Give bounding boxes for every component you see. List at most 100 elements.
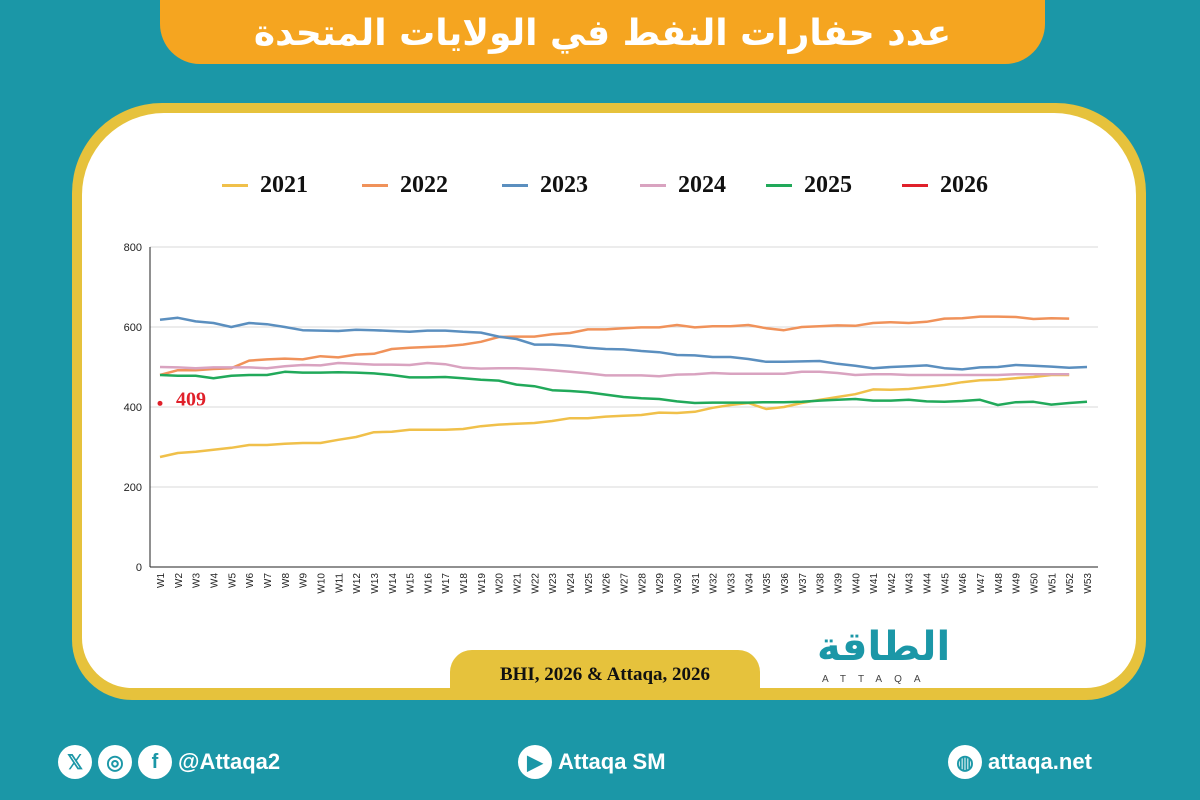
- x-tick-label: W22: [530, 573, 541, 594]
- series-line-2024: [159, 361, 1070, 378]
- website-label[interactable]: attaqa.net: [988, 749, 1092, 774]
- series-line-2021: [159, 373, 1070, 459]
- x-tick-label: W44: [923, 573, 934, 594]
- youtube-link: ▶ Attaqa SM: [518, 742, 666, 782]
- x-tick-label: W18: [459, 573, 470, 594]
- x-tick-label: W26: [602, 573, 613, 594]
- source-label: BHI, 2026 & Attaqa, 2026: [450, 650, 760, 700]
- x-tick-label: W25: [584, 573, 595, 594]
- x-tick-label: W33: [726, 573, 737, 594]
- logo-arabic: الطاقة: [817, 624, 951, 670]
- x-tick-label: W12: [352, 573, 363, 594]
- x-tick-label: W40: [851, 573, 862, 594]
- legend-item-2024: 2024: [640, 172, 726, 199]
- globe-icon[interactable]: ◍: [948, 745, 982, 779]
- chart-title: عدد حفارات النفط في الولايات المتحدة: [253, 13, 952, 54]
- legend-label: 2021: [260, 172, 308, 198]
- legend-item-2026: 2026: [902, 172, 988, 199]
- legend-item-2022: 2022: [362, 172, 448, 199]
- x-tick-label: W8: [281, 573, 292, 588]
- legend-item-2025: 2025: [766, 172, 852, 199]
- website-link: ◍ attaqa.net: [948, 742, 1092, 782]
- x-tick-label: W39: [833, 573, 844, 594]
- legend-label: 2025: [804, 172, 852, 198]
- legend-swatch: [502, 184, 528, 187]
- legend-swatch: [766, 184, 792, 187]
- x-tick-label: W19: [477, 573, 488, 594]
- legend-label: 2023: [540, 172, 588, 198]
- y-tick-label: 800: [124, 242, 142, 254]
- x-tick-label: W4: [209, 573, 220, 588]
- x-tick-label: W5: [227, 573, 238, 588]
- x-tick-label: W10: [316, 573, 327, 594]
- logo-latin: ATTAQA: [822, 674, 933, 685]
- x-tick-label: W53: [1083, 573, 1094, 594]
- facebook-icon[interactable]: f: [138, 745, 172, 779]
- x-tick-label: W46: [958, 573, 969, 594]
- x-tick-label: W16: [423, 573, 434, 594]
- legend-item-2023: 2023: [502, 172, 588, 199]
- social-links: 𝕏 ◎ f @Attaqa2: [58, 742, 280, 782]
- legend-label: 2022: [400, 172, 448, 198]
- x-tick-label: W24: [566, 573, 577, 594]
- y-tick-label: 200: [124, 482, 142, 494]
- youtube-label[interactable]: Attaqa SM: [558, 749, 666, 774]
- x-tick-label: W41: [869, 573, 880, 594]
- legend-swatch: [362, 184, 388, 187]
- x-tick-label: W14: [388, 573, 399, 594]
- x-tick-label: W47: [976, 573, 987, 594]
- legend-label: 2026: [940, 172, 988, 198]
- instagram-icon[interactable]: ◎: [98, 745, 132, 779]
- x-tick-label: W2: [174, 573, 185, 588]
- x-tick-label: W50: [1030, 573, 1041, 594]
- x-tick-label: W13: [370, 573, 381, 594]
- x-tick-label: W17: [441, 573, 452, 594]
- x-tick-label: W29: [655, 573, 666, 594]
- legend-label: 2024: [678, 172, 726, 198]
- x-tick-label: W48: [994, 573, 1005, 594]
- x-tick-label: W37: [798, 573, 809, 594]
- legend-swatch: [640, 184, 666, 187]
- x-tick-label: W11: [334, 573, 345, 593]
- data-label-2026: 409: [176, 388, 206, 410]
- x-tick-label: W21: [513, 573, 524, 594]
- y-tick-label: 400: [124, 402, 142, 414]
- x-tick-label: W43: [905, 573, 916, 594]
- x-tick-label: W52: [1065, 573, 1076, 594]
- series-line-2025: [159, 370, 1088, 407]
- youtube-icon[interactable]: ▶: [518, 745, 552, 779]
- x-tick-label: W9: [299, 573, 310, 588]
- x-tick-label: W7: [263, 573, 274, 588]
- x-tick-label: W31: [691, 573, 702, 594]
- x-tick-label: W34: [744, 573, 755, 594]
- x-tick-label: W3: [192, 573, 203, 588]
- legend-swatch: [222, 184, 248, 187]
- x-tick-label: W20: [495, 573, 506, 594]
- x-tick-label: W30: [673, 573, 684, 594]
- x-tick-label: W27: [620, 573, 631, 594]
- title-banner: عدد حفارات النفط في الولايات المتحدة: [160, 0, 1045, 64]
- x-tick-label: W23: [548, 573, 559, 594]
- y-tick-label: 600: [124, 322, 142, 334]
- x-tick-label: W1: [156, 573, 167, 588]
- legend-swatch: [902, 184, 928, 187]
- series-line-2022: [159, 315, 1070, 377]
- y-tick-label: 0: [136, 562, 142, 574]
- x-tick-label: W6: [245, 573, 256, 588]
- x-icon[interactable]: 𝕏: [58, 745, 92, 779]
- x-tick-label: W32: [709, 573, 720, 594]
- x-tick-label: W42: [887, 573, 898, 594]
- series-line-2023: [159, 316, 1088, 371]
- x-tick-label: W15: [406, 573, 417, 594]
- x-tick-label: W49: [1012, 573, 1023, 594]
- x-tick-label: W51: [1047, 573, 1058, 594]
- x-tick-label: W28: [637, 573, 648, 594]
- social-handle[interactable]: @Attaqa2: [178, 749, 281, 774]
- legend: 2021 2022 2023 2024 2025 2026: [0, 172, 1200, 202]
- legend-item-2021: 2021: [222, 172, 308, 199]
- x-tick-label: W38: [816, 573, 827, 594]
- x-tick-label: W36: [780, 573, 791, 594]
- attaqa-logo: الطاقة ATTAQA: [812, 624, 1012, 690]
- x-tick-label: W45: [940, 573, 951, 594]
